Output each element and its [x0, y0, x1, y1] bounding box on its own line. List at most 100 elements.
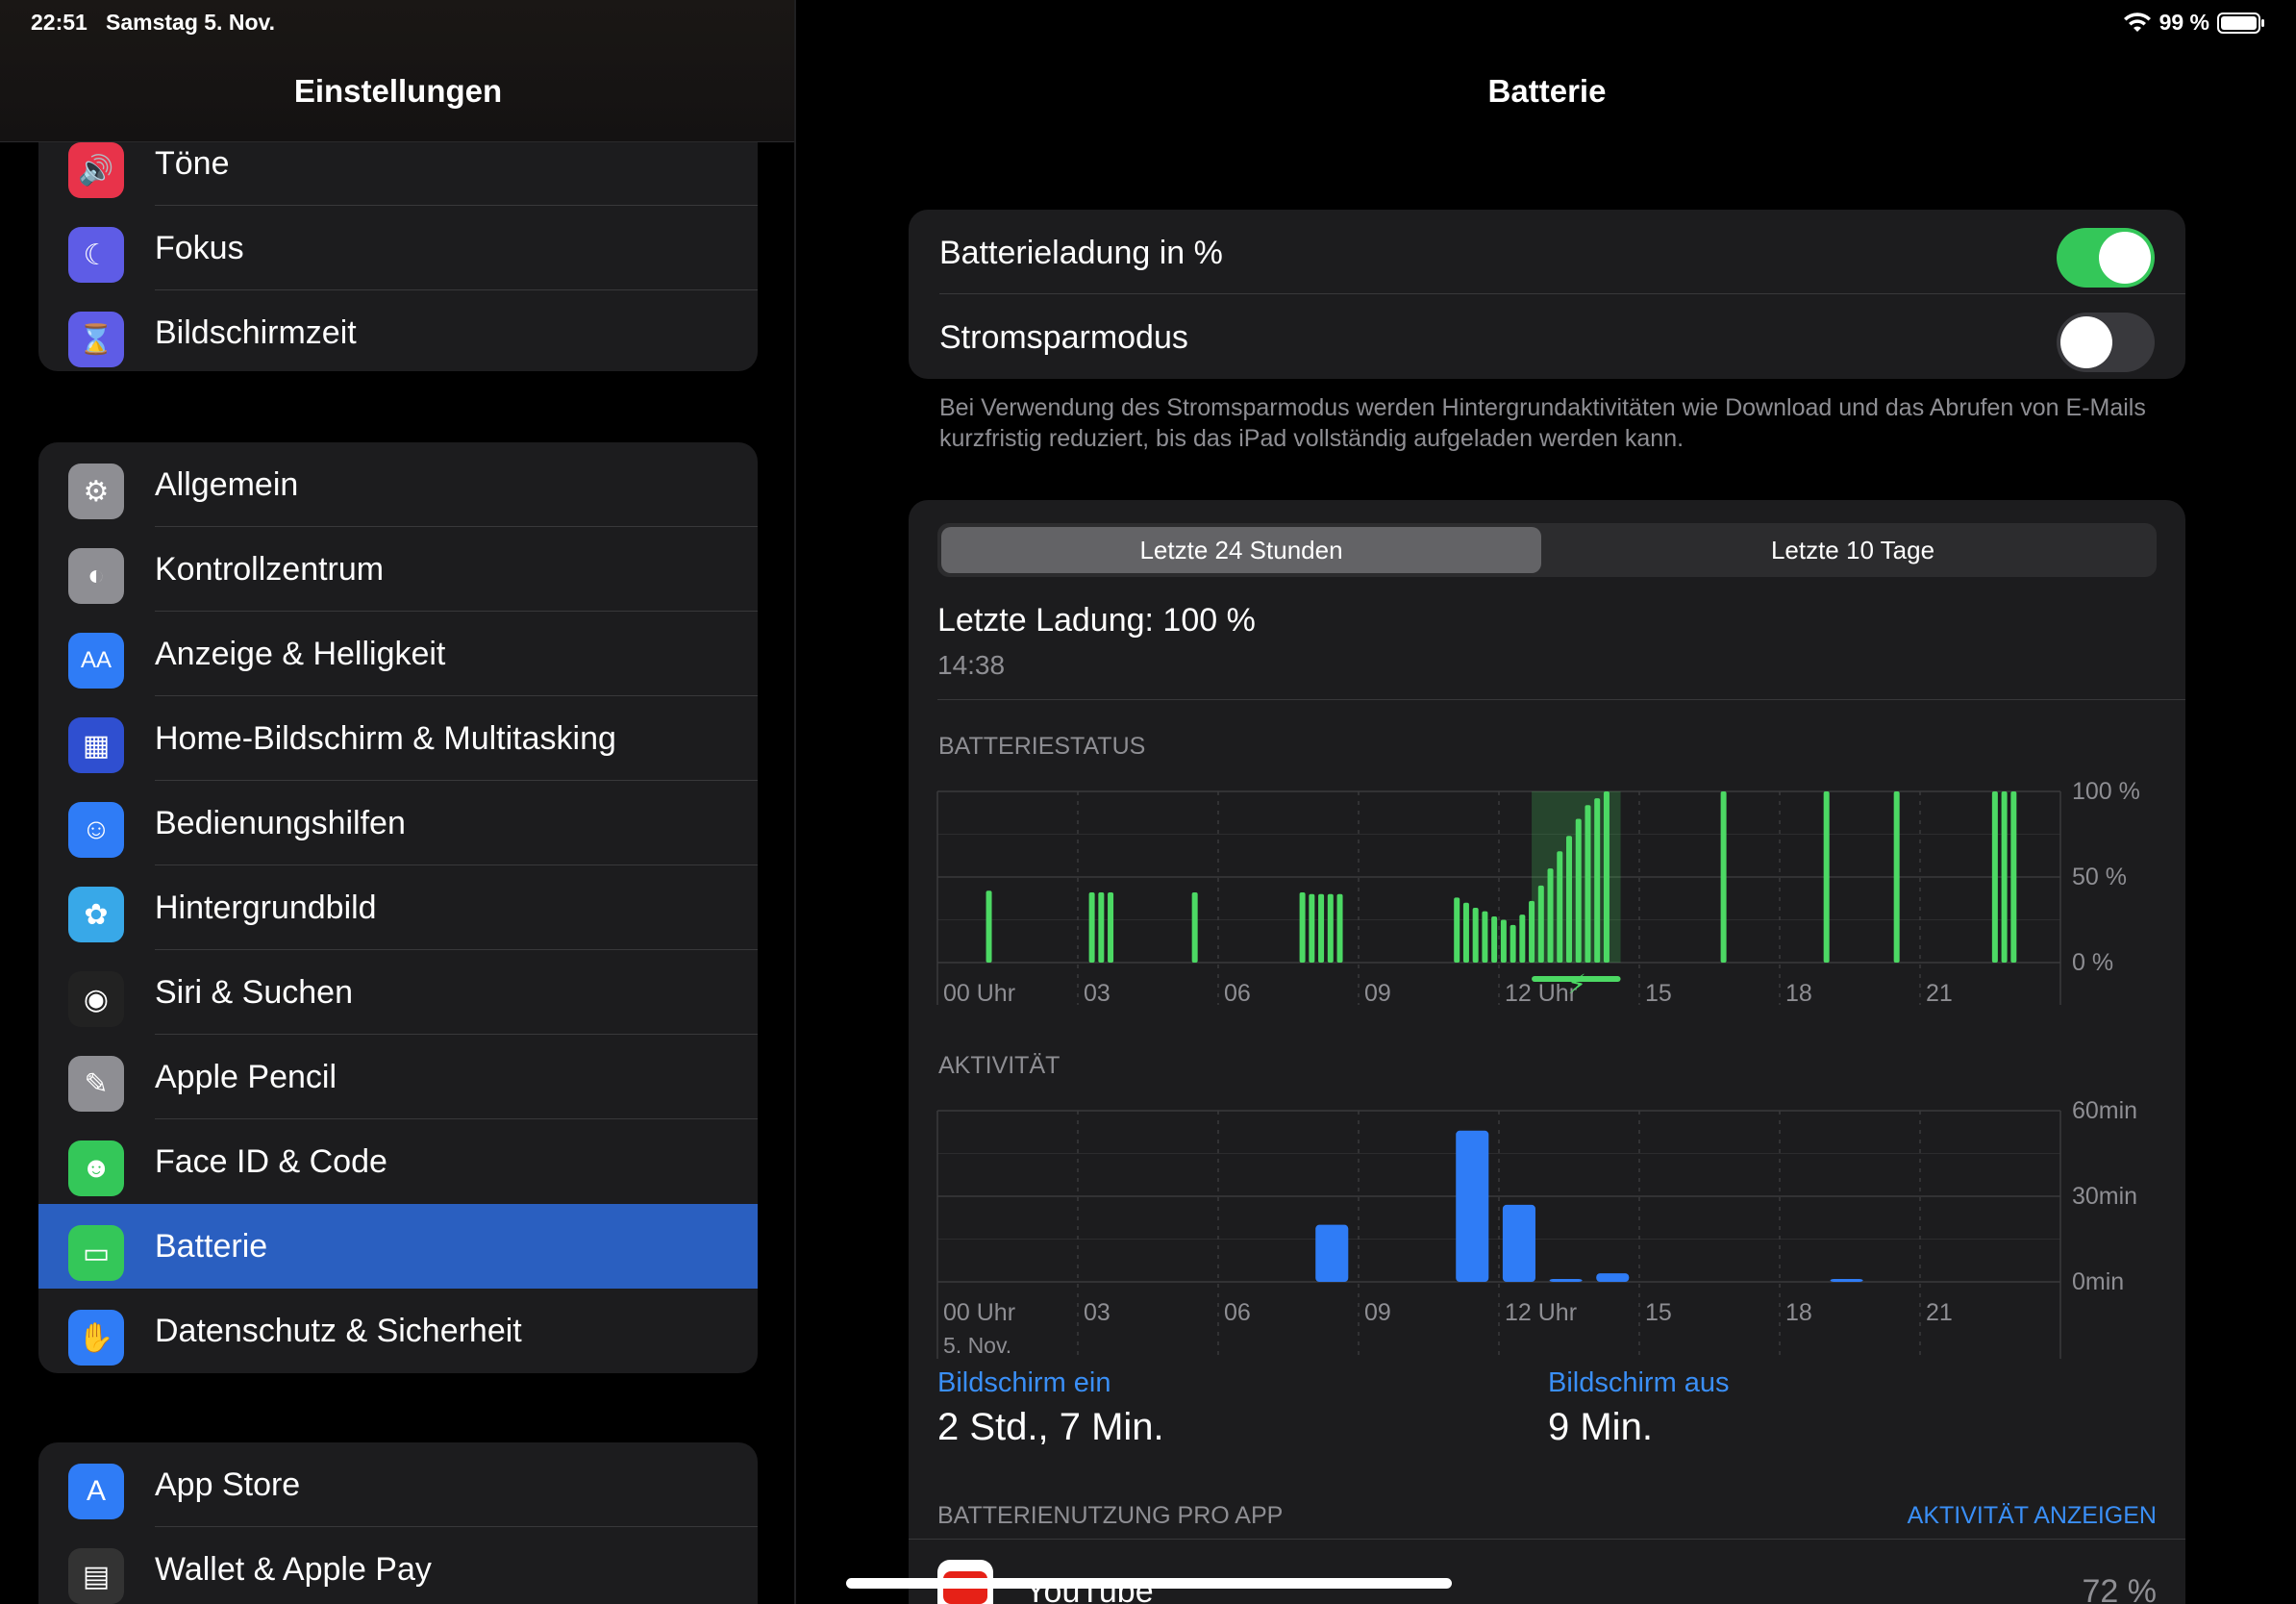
app-row-percent: 72 %	[2082, 1573, 2158, 1604]
sidebar-item-label: Hintergrundbild	[155, 889, 377, 926]
battery-bar	[2010, 791, 2017, 963]
sidebar-item-apple-pencil[interactable]: ✎ Apple Pencil	[38, 1035, 758, 1119]
last-charge-time: 14:38	[937, 650, 1006, 680]
pencil-icon: ✎	[68, 1056, 124, 1112]
sidebar-item-wallet-apple-pay[interactable]: ▤ Wallet & Apple Pay	[38, 1527, 758, 1604]
siri-icon: ◉	[68, 971, 124, 1027]
sidebar-item-label: Fokus	[155, 229, 244, 266]
speaker-icon: 🔊	[68, 142, 124, 198]
battery-percent: 99 %	[2159, 10, 2209, 35]
grid-icon: ▦	[68, 717, 124, 773]
battery-status-chart: 100 % 50 % 0 % 00 Uhr 03 06 09 12 Uhr 15 18 21 ⚡	[936, 778, 2140, 1005]
battery-bar	[1491, 915, 1498, 963]
battery-bar	[1557, 851, 1563, 963]
wifi-icon	[2123, 12, 2151, 32]
x-tick-label: 09	[1364, 1299, 1391, 1326]
activity-bar	[1830, 1279, 1863, 1282]
hand-icon: ✋	[68, 1310, 124, 1366]
charging-bolt-icon: ⚡	[1567, 968, 1586, 1000]
sidebar-item-fokus[interactable]: ☾ Fokus	[38, 206, 758, 290]
sidebar-item-label: Töne	[155, 144, 230, 182]
battery-bar	[1318, 893, 1325, 963]
battery-icon: ▭	[68, 1225, 124, 1281]
activity-bar	[1456, 1130, 1489, 1282]
segment-24h[interactable]: Letzte 24 Stunden	[941, 527, 1541, 573]
battery-bar	[1299, 892, 1306, 963]
app-store-icon: A	[68, 1464, 124, 1519]
x-tick-label: 00 Uhr	[943, 980, 1015, 1005]
battery-percent-row: Batterieladung in %	[909, 210, 2185, 294]
battery-bar	[1454, 897, 1460, 963]
low-power-footer: Bei Verwendung des Stromsparmodus werden…	[939, 394, 2146, 452]
time-range-segmented-control: Letzte 24 Stunden Letzte 10 Tage	[937, 523, 2157, 577]
sidebar-item-anzeige-helligkeit[interactable]: AA Anzeige & Helligkeit	[38, 612, 758, 696]
last-charge: Letzte Ladung: 100 %	[937, 602, 1256, 639]
battery-bar	[1720, 791, 1727, 963]
x-tick-label: 09	[1364, 980, 1391, 1005]
home-indicator[interactable]	[846, 1578, 1452, 1589]
sidebar-item-app-store[interactable]: A App Store	[38, 1442, 758, 1527]
flower-icon: ✿	[68, 887, 124, 942]
sidebar-item-home-bildschirm-multitasking[interactable]: ▦ Home-Bildschirm & Multitasking	[38, 696, 758, 781]
battery-bar	[1108, 892, 1114, 963]
battery-status-icon	[2217, 12, 2264, 34]
y-tick-label: 0 %	[2072, 949, 2113, 976]
gear-icon: ⚙	[68, 464, 124, 519]
battery-status-label: BATTERIESTATUS	[938, 733, 1146, 760]
y-tick-label: 60min	[2072, 1097, 2137, 1124]
x-tick-label: 15	[1645, 1299, 1672, 1326]
x-tick-label: 00 Uhr	[943, 1299, 1015, 1326]
screen-off-label: Bildschirm aus	[1548, 1367, 1730, 1398]
activity-bar	[1549, 1279, 1583, 1282]
activity-chart: 60min 30min 0min 00 Uhr 03 06 09 12 Uhr 15 18 21 5.…	[936, 1097, 2137, 1359]
usage-card: Letzte 24 Stunden Letzte 10 Tage Letzte …	[909, 500, 2185, 1604]
sidebar-item-label: App Store	[155, 1466, 301, 1503]
sidebar-item-face-id-code[interactable]: ☻ Face ID & Code	[38, 1119, 758, 1204]
sidebar-header: Einstellungen	[0, 0, 794, 142]
sidebar-item-batterie[interactable]: ▭ Batterie	[38, 1204, 758, 1289]
charging-bar	[1532, 976, 1621, 982]
toggle-card: Batterieladung in % Stromsparmodus	[909, 210, 2185, 379]
sidebar-item-datenschutz-sicherheit[interactable]: ✋ Datenschutz & Sicherheit	[38, 1289, 758, 1373]
screen-on-value: 2 Std., 7 Min.	[937, 1406, 1164, 1448]
text-size-icon: AA	[68, 633, 124, 689]
battery-bar	[1088, 892, 1095, 963]
show-activity-link[interactable]: AKTIVITÄT ANZEIGEN	[1907, 1502, 2157, 1529]
sidebar-title: Einstellungen	[293, 73, 503, 109]
battery-bar	[1603, 791, 1610, 963]
battery-pane: Batterie Batterieladung in % Stromsparmo…	[798, 0, 2296, 1604]
settings-sidebar: Einstellungen 🔊 Töne ☾ Fokus ⌛ Bildschirmzeit…	[0, 0, 796, 1604]
battery-bar	[1309, 893, 1315, 963]
activity-label: AKTIVITÄT	[938, 1052, 1061, 1079]
sidebar-item-töne[interactable]: 🔊 Töne	[38, 121, 758, 206]
sidebar-item-kontrollzentrum[interactable]: ◐ Kontrollzentrum	[38, 527, 758, 612]
segment-10d[interactable]: Letzte 10 Tage	[1770, 535, 1935, 564]
battery-percent-label: Batterieladung in %	[939, 235, 1223, 271]
sidebar-item-hintergrundbild[interactable]: ✿ Hintergrundbild	[38, 865, 758, 950]
usage-per-app-label: BATTERIENUTZUNG PRO APP	[937, 1502, 1284, 1529]
sidebar-item-bildschirmzeit[interactable]: ⌛ Bildschirmzeit	[38, 290, 758, 371]
x-tick-label: 12 Uhr	[1505, 1299, 1577, 1326]
x-tick-label: 03	[1084, 980, 1111, 1005]
battery-bar	[1566, 836, 1572, 963]
sidebar-item-siri-suchen[interactable]: ◉ Siri & Suchen	[38, 950, 758, 1035]
battery-bar	[1991, 791, 1998, 963]
sidebar-item-allgemein[interactable]: ⚙ Allgemein	[38, 442, 758, 527]
wallet-icon: ▤	[68, 1548, 124, 1604]
battery-bar	[1482, 911, 1488, 963]
low-power-toggle[interactable]	[2057, 313, 2155, 372]
sidebar-item-label: Wallet & Apple Pay	[155, 1550, 432, 1588]
x-tick-label: 12 Uhr	[1505, 980, 1577, 1005]
y-tick-label: 0min	[2072, 1268, 2124, 1295]
page-title: Batterie	[1487, 73, 1607, 109]
settings-group-2: ⚙ Allgemein ◐ Kontrollzentrum AA Anzeige & He…	[38, 442, 758, 1373]
hourglass-icon: ⌛	[68, 312, 124, 367]
battery-percent-toggle[interactable]	[2057, 228, 2155, 288]
sidebar-item-label: Bedienungshilfen	[155, 804, 406, 841]
battery-bar	[1537, 885, 1544, 963]
battery-bar	[1500, 919, 1507, 963]
battery-bar	[1547, 868, 1554, 963]
sidebar-item-bedienungshilfen[interactable]: ☺ Bedienungshilfen	[38, 781, 758, 865]
battery-bar	[1098, 892, 1105, 963]
sidebar-item-label: Anzeige & Helligkeit	[155, 635, 446, 672]
